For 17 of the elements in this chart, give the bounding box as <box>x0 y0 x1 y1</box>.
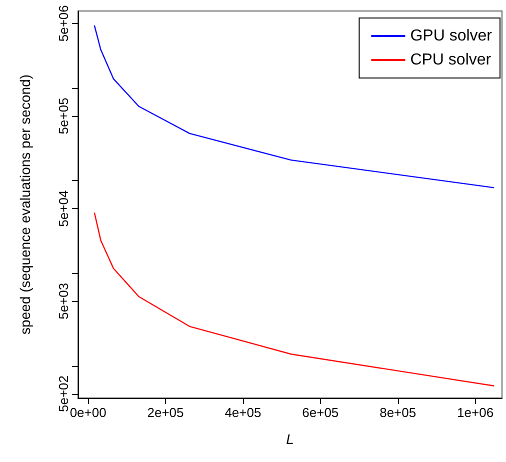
x-tick-label: 8e+05 <box>380 405 416 420</box>
x-tick-label: 0e+00 <box>70 405 106 420</box>
x-axis-title: L <box>286 431 294 447</box>
y-tick-label: 5e+04 <box>56 190 71 227</box>
y-tick-label: 5e+03 <box>56 282 71 320</box>
x-tick-label: 4e+05 <box>224 405 262 420</box>
y-tick-label: 5e+05 <box>56 98 71 134</box>
line-series <box>94 24 495 188</box>
x-tick-label: 6e+05 <box>302 405 339 420</box>
x-tick-label: 2e+05 <box>147 405 184 420</box>
y-axis-title: speed (sequence evaluations per second) <box>17 74 33 334</box>
x-tick-label: 1e+06 <box>457 405 494 420</box>
legend-label: GPU solver <box>410 28 493 44</box>
y-tick-label: 5e+02 <box>56 376 71 412</box>
legend-label: CPU solver <box>410 52 492 68</box>
line-series <box>94 212 495 386</box>
y-tick-label: 5e+06 <box>56 5 71 42</box>
